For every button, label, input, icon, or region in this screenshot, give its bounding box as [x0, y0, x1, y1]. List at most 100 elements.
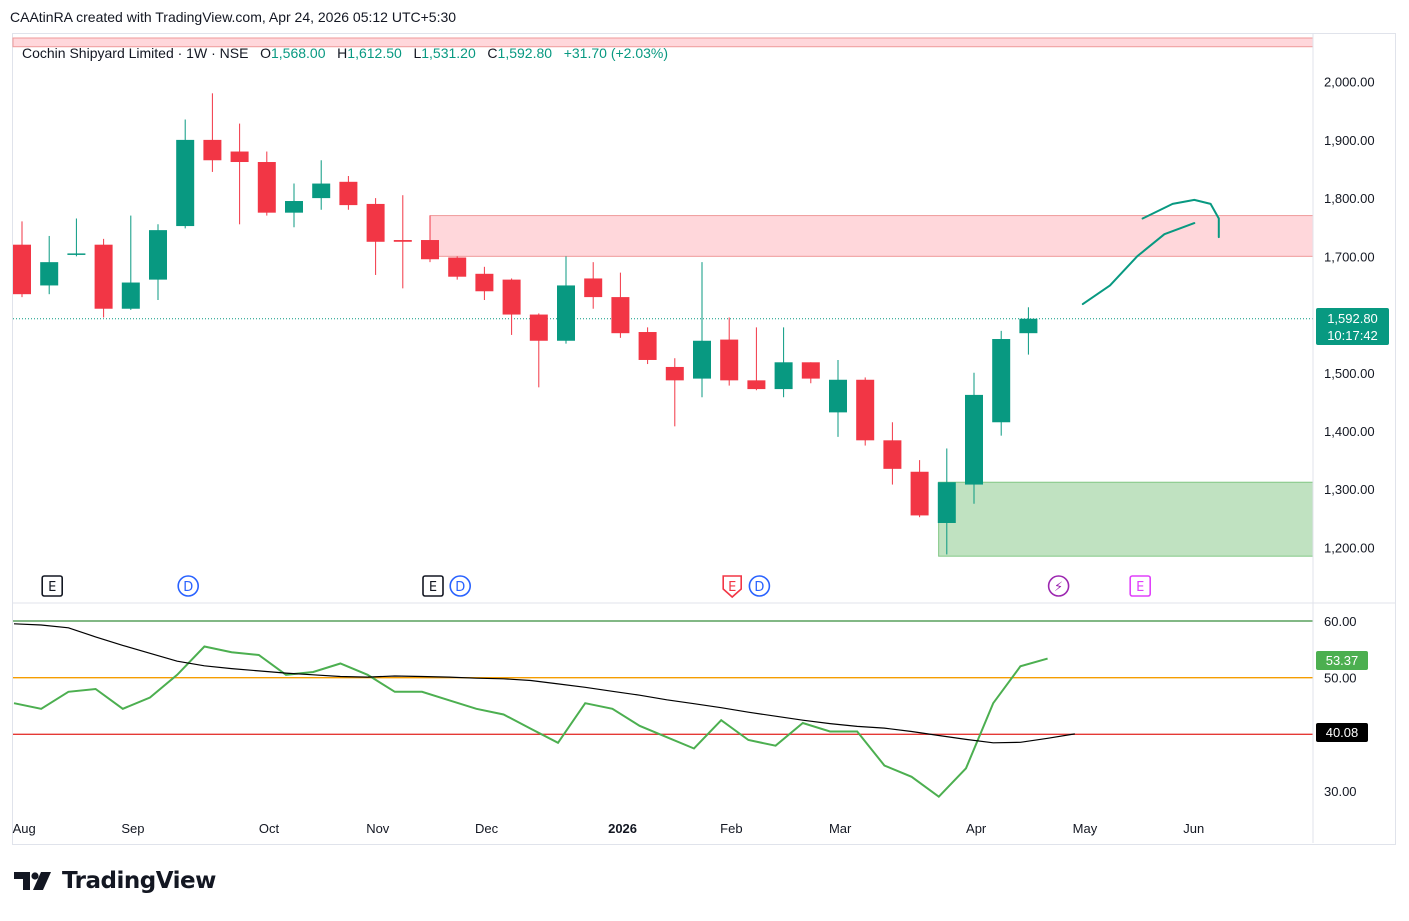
candle: [883, 422, 902, 485]
earnings-icon-shape: [41, 575, 64, 597]
earnings-icon[interactable]: E: [422, 575, 444, 597]
candle-body: [965, 394, 983, 485]
candle-body: [1019, 318, 1038, 334]
time-tick-label: Jun: [1183, 821, 1204, 836]
bar-countdown: 10:17:42: [1327, 328, 1378, 343]
dividend-icon-glyph: D: [183, 580, 193, 595]
candle-body: [230, 151, 249, 163]
legend-close: 1,592.80: [497, 45, 553, 61]
candle-body: [747, 380, 766, 390]
price-pane: [13, 93, 1313, 555]
price-tick-label: 1,200.00: [1324, 540, 1375, 555]
zone-demand: [938, 481, 1314, 557]
earnings-icon-glyph: E: [728, 580, 736, 595]
candle: [693, 262, 711, 398]
candle: [774, 327, 793, 398]
candle-body: [693, 340, 711, 379]
time-tick-label: 2026: [608, 821, 637, 836]
projection-path: [1081, 222, 1196, 306]
tradingview-logo-text: TradingView: [62, 868, 216, 894]
candle: [638, 327, 657, 365]
zone-supply: [429, 215, 1314, 257]
candle: [529, 313, 548, 388]
legend-low-label: L: [413, 45, 422, 61]
candle-body: [883, 440, 902, 469]
earnings-icon-shape: [422, 575, 444, 597]
candle-body: [937, 482, 956, 523]
candle: [502, 278, 521, 335]
tradingview-logo[interactable]: TradingView: [14, 868, 216, 894]
dividend-icon-glyph: D: [754, 580, 764, 595]
candle-body: [285, 201, 303, 213]
candle-body: [665, 366, 684, 381]
candle-body: [584, 278, 603, 298]
time-tick-label: Mar: [829, 821, 852, 836]
dividend-icon[interactable]: D: [177, 575, 199, 597]
event-markers-layer: E D E D E D ⚡ E: [41, 575, 1151, 599]
candle: [829, 359, 847, 437]
candle-body: [312, 183, 331, 199]
candle: [910, 460, 929, 518]
candle: [393, 195, 412, 289]
price-tick-label: 1,800.00: [1324, 191, 1375, 206]
candle: [94, 238, 113, 318]
candle: [421, 215, 439, 263]
candle: [720, 317, 739, 386]
candle-body: [67, 253, 86, 255]
future-earnings-icon-shape: [1129, 575, 1151, 597]
candle: [992, 330, 1011, 436]
candle: [584, 262, 603, 309]
lightning-icon-shape: [1047, 575, 1070, 597]
time-tick-label: May: [1073, 821, 1098, 836]
candle-body: [257, 162, 276, 213]
candle: [176, 119, 195, 229]
time-tick-label: Sep: [121, 821, 144, 836]
legend-close-label: C: [487, 45, 498, 61]
earnings-icon-glyph: E: [48, 580, 56, 595]
candle: [611, 272, 630, 338]
dividend-icon[interactable]: D: [449, 575, 472, 597]
candle: [40, 235, 59, 295]
candle-body: [475, 273, 494, 292]
candle: [475, 266, 494, 300]
dividend-icon-shape: [748, 575, 771, 597]
candle-body: [529, 314, 548, 341]
dividend-icon-shape: [177, 575, 199, 597]
time-tick-label: Aug: [13, 821, 36, 836]
candle: [801, 362, 820, 384]
rsi-tick-label: 60.00: [1324, 614, 1357, 629]
candle: [257, 151, 276, 216]
candle: [448, 256, 467, 280]
candle-body: [720, 339, 739, 381]
candle-body: [121, 282, 140, 309]
price-tick-label: 1,500.00: [1324, 366, 1375, 381]
earnings-icon-glyph: E: [429, 580, 437, 595]
price-tick-label: 1,900.00: [1324, 133, 1375, 148]
lightning-icon[interactable]: ⚡: [1047, 575, 1070, 597]
legend-open-label: O: [260, 45, 271, 61]
dividend-icon[interactable]: D: [748, 575, 771, 597]
rsi-ma-value: 40.08: [1325, 725, 1359, 740]
zones-layer: [12, 37, 1314, 557]
legend-low: 1,531.20: [421, 45, 476, 61]
earnings-icon-shape: [722, 575, 742, 599]
earnings-icon[interactable]: E: [722, 575, 742, 599]
candle: [937, 448, 956, 555]
candle-body: [638, 332, 657, 360]
future-earnings-icon[interactable]: E: [1129, 575, 1151, 597]
candle: [13, 221, 31, 298]
rsi-value-tag: 53.37: [1316, 651, 1368, 670]
candle-body: [13, 244, 31, 295]
earnings-icon[interactable]: E: [41, 575, 64, 597]
candle-body: [992, 339, 1011, 423]
projection-hook-path: [1141, 198, 1220, 239]
candle-body: [557, 285, 575, 341]
price-tick-label: 1,400.00: [1324, 424, 1375, 439]
axes-layer: 2,000.00 1,900.00 1,800.00 1,700.00 1,500.00…: [13, 34, 1395, 843]
candle-body: [829, 379, 847, 413]
chart-frame: [12, 33, 1396, 845]
dividend-icon-shape: [449, 575, 472, 597]
time-tick-label: Feb: [720, 821, 742, 836]
candle: [557, 256, 575, 344]
